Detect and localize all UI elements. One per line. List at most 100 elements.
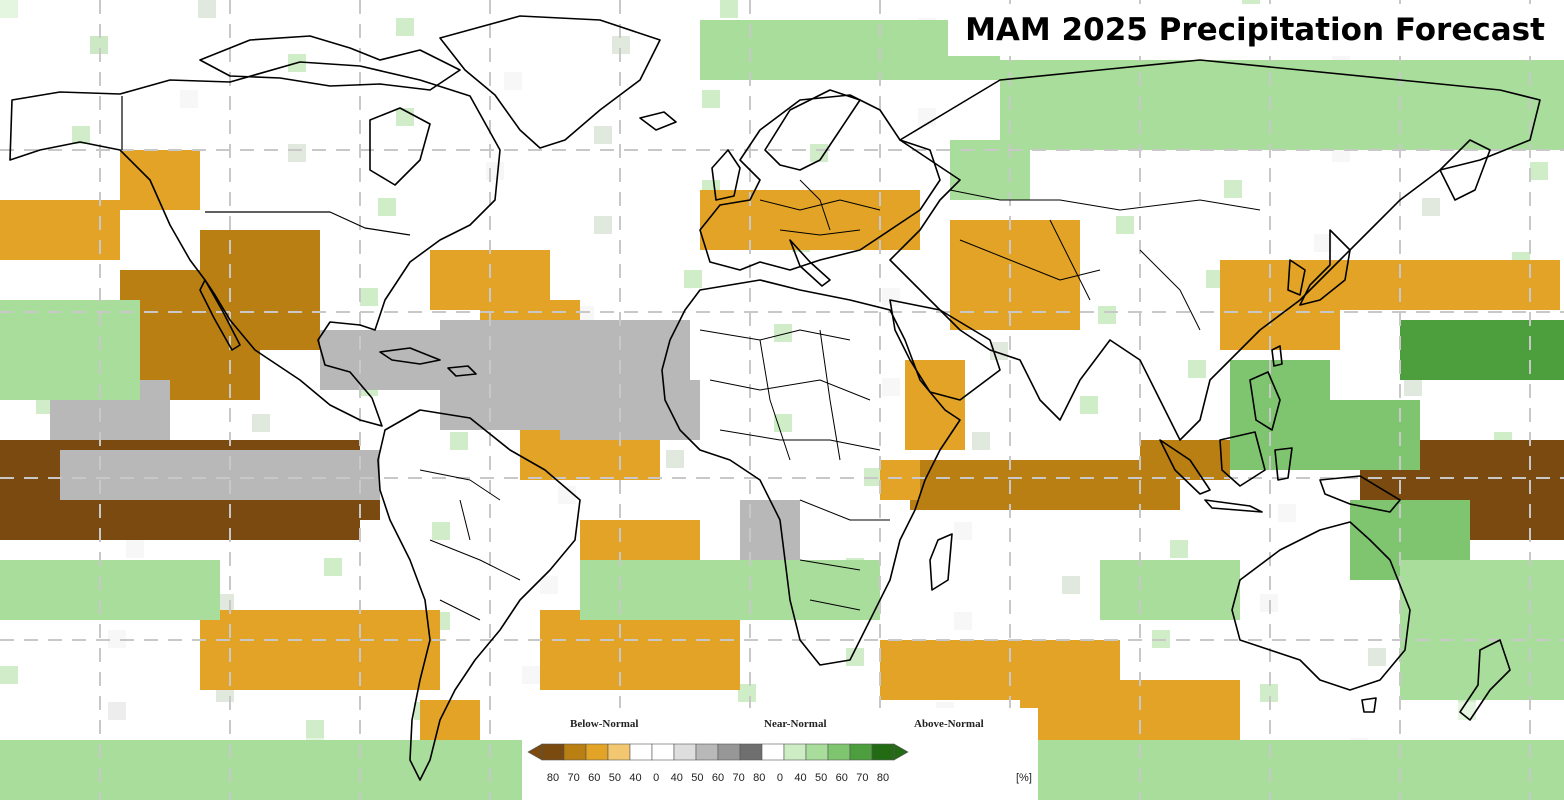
legend-tick-label: 50 xyxy=(608,772,621,784)
grid-cell xyxy=(450,432,468,450)
scandinavia-outline xyxy=(764,89,861,171)
probability-zone-near xyxy=(320,330,440,390)
legend-tick-label: 60 xyxy=(711,772,725,784)
probability-zone-above xyxy=(0,300,140,400)
probability-zone-above xyxy=(1100,560,1240,620)
japan-outline xyxy=(1299,229,1351,306)
legend-tick-label: 80 xyxy=(876,772,890,784)
legend-swatch xyxy=(783,743,807,761)
grid-cell xyxy=(594,216,612,234)
legend-swatch xyxy=(739,743,763,761)
grid-cell xyxy=(414,18,432,36)
legend-swatch xyxy=(805,743,829,761)
legend-swatch xyxy=(849,743,873,761)
asia-outline xyxy=(889,59,1541,441)
grid-cell xyxy=(1368,648,1386,666)
grid-cell xyxy=(774,414,792,432)
grid-cell xyxy=(738,684,756,702)
legend-arrow-left xyxy=(527,743,543,761)
grid-cell xyxy=(810,144,828,162)
probability-zone-near xyxy=(560,380,700,440)
sulawesi-outline xyxy=(1274,447,1293,481)
grid-cell xyxy=(1278,504,1296,522)
probability-zone-above xyxy=(0,560,220,620)
grid-cell xyxy=(396,18,414,36)
iceland-outline xyxy=(639,111,677,131)
grid-cell xyxy=(108,702,126,720)
grid-cell xyxy=(612,36,630,54)
probability-zone-below xyxy=(1140,440,1230,480)
legend-swatch xyxy=(563,743,587,761)
map-title: MAM 2025 Precipitation Forecast xyxy=(948,4,1562,56)
kamchatka-outline xyxy=(1439,139,1491,201)
grid-cell xyxy=(324,558,342,576)
grid-cell xyxy=(1188,360,1206,378)
probability-zone-below xyxy=(910,460,1180,510)
probability-zone-below xyxy=(0,200,120,260)
legend-tick-label: 60 xyxy=(835,772,848,784)
grid-cell xyxy=(882,378,900,396)
grid-cell xyxy=(504,72,522,90)
probability-zone-above xyxy=(1400,320,1564,380)
legend-tick-label: 70 xyxy=(732,772,745,784)
grid-cell xyxy=(1098,306,1116,324)
legend-swatch xyxy=(585,743,609,761)
south-america-outline xyxy=(377,409,581,781)
taiwan-outline xyxy=(1271,345,1283,367)
hudson-bay xyxy=(369,107,431,186)
grid-cell xyxy=(540,576,558,594)
grid-cell xyxy=(108,630,126,648)
legend-swatch xyxy=(695,743,719,761)
grid-cell xyxy=(954,522,972,540)
legend-arrow-right xyxy=(893,743,909,761)
south-america-borders xyxy=(419,469,521,621)
legend-swatch xyxy=(541,743,565,761)
grid-cell xyxy=(1062,576,1080,594)
probability-zone-below xyxy=(950,220,1080,330)
africa-outline xyxy=(661,279,961,666)
probability-zone-below xyxy=(905,360,965,450)
legend-swatch xyxy=(871,743,895,761)
legend-swatch xyxy=(607,743,631,761)
probability-zone-above xyxy=(580,560,880,620)
legend-tick-label: 0 xyxy=(653,772,660,784)
australia-outline xyxy=(1231,521,1411,691)
tasmania-outline xyxy=(1361,697,1377,713)
arabian-peninsula xyxy=(889,299,1001,401)
probability-zone-below xyxy=(540,610,740,690)
grid-cell xyxy=(378,198,396,216)
legend-swatch xyxy=(717,743,741,761)
grid-cell xyxy=(1314,234,1332,252)
korea-outline xyxy=(1287,259,1306,296)
grid-cell xyxy=(702,90,720,108)
north-america-outline xyxy=(9,61,501,427)
probability-zone-below xyxy=(1020,680,1240,740)
legend-tick-label: 80 xyxy=(753,772,766,784)
probability-zone-below xyxy=(580,520,700,560)
africa-borders xyxy=(699,329,890,611)
grid-cell xyxy=(774,324,792,342)
legend-above-normal-label: Above-Normal xyxy=(914,718,984,730)
coastlines-and-borders xyxy=(9,15,1541,781)
grid-cell xyxy=(666,450,684,468)
sumatra-outline xyxy=(1159,439,1211,495)
europe-outline xyxy=(699,94,941,271)
legend-swatch xyxy=(651,743,675,761)
legend-tick-label: 0 xyxy=(776,772,783,784)
legend-tick-label: 70 xyxy=(856,772,869,784)
grid-cell xyxy=(306,720,324,738)
grid-cell xyxy=(594,126,612,144)
grid-cell xyxy=(36,396,54,414)
grid-cell xyxy=(720,0,738,18)
legend-unit-label: [%] xyxy=(1016,772,1032,784)
grid-cell xyxy=(1422,198,1440,216)
grid-cell xyxy=(954,612,972,630)
grid-cell xyxy=(180,90,198,108)
grid-cell xyxy=(522,666,540,684)
legend-tick-label: 60 xyxy=(588,772,601,784)
legend-tick-label: 50 xyxy=(815,772,828,784)
us-canada-border xyxy=(205,211,411,236)
legend: Below-Normal Near-Normal Above-Normal 80… xyxy=(522,708,1038,800)
